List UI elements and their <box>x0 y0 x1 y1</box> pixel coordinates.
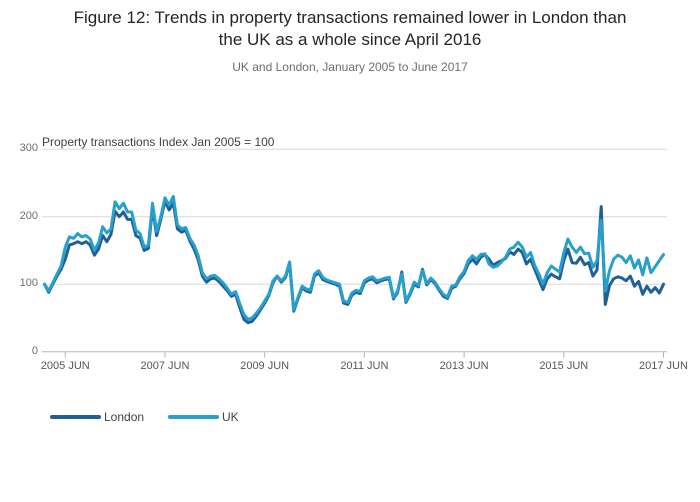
chart-subtitle: UK and London, January 2005 to June 2017 <box>232 60 468 74</box>
x-tick-label: 2009 JUN <box>240 360 290 372</box>
y-tick-label-0: 0 <box>31 344 38 357</box>
legend-label-uk: UK <box>222 410 239 424</box>
y-axis-title: Property transactions Index Jan 2005 = 1… <box>42 135 275 149</box>
x-tick-label: 2011 JUN <box>340 360 389 372</box>
chart-title: Figure 12: Trends in property transactio… <box>73 8 627 50</box>
series-line-london <box>43 199 665 325</box>
legend-label-london: London <box>104 410 145 424</box>
legend-swatch-london-line <box>50 415 101 419</box>
y-tick-label-100: 100 <box>19 277 38 290</box>
x-tick-label: 2007 JUN <box>140 360 190 372</box>
legend: London UK <box>0 409 700 429</box>
series-line-uk <box>43 194 665 321</box>
x-tick-label: 2015 JUN <box>539 360 589 372</box>
y-tick-label-200: 200 <box>19 209 38 222</box>
y-tick-label-300: 300 <box>19 142 38 155</box>
legend-swatch-uk-line <box>168 415 219 419</box>
x-tick-label: 2013 JUN <box>439 360 489 372</box>
x-tick-label: 2017 JUN <box>639 360 688 372</box>
x-tick-label: 2005 JUN <box>40 360 90 372</box>
